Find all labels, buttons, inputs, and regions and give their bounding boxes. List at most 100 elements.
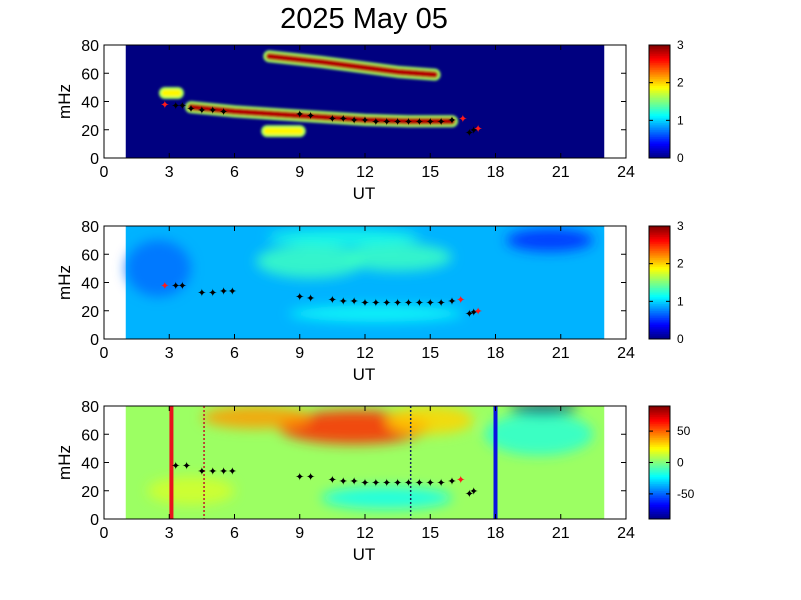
- colorbar-swatch: [649, 99, 670, 102]
- x-tick-label: 9: [295, 345, 304, 362]
- colorbar-swatch: [649, 430, 670, 433]
- heatmap-blob: [484, 413, 594, 456]
- colorbar-swatch: [649, 238, 670, 241]
- colorbar-swatch: [649, 250, 670, 253]
- peak-marker: ✦: [447, 114, 456, 127]
- colorbar-swatch: [649, 418, 670, 421]
- colorbar-swatch: [649, 257, 670, 260]
- colorbar-swatch: [649, 80, 670, 83]
- colorbar-swatch: [649, 71, 670, 74]
- colorbar-swatch: [649, 488, 670, 492]
- colorbar-swatch: [649, 225, 670, 229]
- colorbar-swatch: [649, 456, 670, 460]
- colorbar-swatch: [649, 90, 670, 93]
- colorbar-swatch: [649, 145, 670, 148]
- colorbar-swatch: [649, 72, 670, 76]
- colorbar-swatch: [649, 462, 670, 465]
- colorbar-swatch: [649, 485, 670, 488]
- peak-marker: ✦: [339, 295, 348, 308]
- colorbar-swatch: [649, 508, 670, 511]
- colorbar-tick-label: -50: [677, 487, 695, 501]
- peak-marker: ✦: [426, 296, 435, 309]
- peak-marker: ✦: [219, 285, 228, 298]
- colorbar-swatch: [649, 110, 670, 113]
- colorbar-swatch: [649, 118, 670, 122]
- y-tick-label: 20: [81, 484, 99, 501]
- peak-marker: ✦: [447, 475, 456, 488]
- colorbar-swatch: [649, 301, 670, 304]
- panel-top: ✦✦ ✦ ✦ ✦ ✦ ✦ ✦ ✦ ✦ ✦ ✦ ✦ ✦ ✦ ✦ ✦ ✦ ✦ ✦✦✦✦✦✦0 3 6 9 12 15 18 21 240…: [55, 38, 684, 203]
- colorbar: 0 1 2 3: [648, 219, 684, 346]
- plot-area: ✦✦✦✦✦✦✦✦✦✦✦✦✦✦✦✦✦✦✦✦✦✦✦✦✦: [104, 45, 626, 158]
- colorbar-swatch: [649, 97, 670, 101]
- y-axis-label: mHz: [55, 265, 74, 300]
- colorbar-swatch: [649, 324, 670, 327]
- x-tick-label: 21: [552, 164, 570, 181]
- colorbar-swatch: [649, 285, 670, 289]
- peak-marker: ✦: [456, 473, 465, 486]
- colorbar-swatch: [649, 329, 670, 333]
- colorbar-swatch: [649, 453, 670, 456]
- colorbar-swatch: [649, 474, 670, 477]
- y-tick-label: 20: [81, 304, 99, 321]
- panel-bottom: ✦ ✦ ✦ ✦ ✦ ✦ ✦ ✦ ✦ ✦ ✦ ✦ ✦ ✦ ✦ ✦ ✦ ✦ ✦ ✦✦✦✦0 3 6 9 12 15 18 21 24020…: [55, 399, 695, 564]
- peak-marker: ✦: [339, 475, 348, 488]
- peak-marker: ✦: [171, 100, 180, 113]
- peak-marker: ✦: [228, 285, 237, 298]
- colorbar-swatch: [649, 331, 670, 335]
- colorbar-swatch: [649, 504, 670, 507]
- x-tick-label: 3: [165, 345, 174, 362]
- colorbar-swatch: [649, 492, 670, 495]
- x-tick-label: 6: [230, 525, 239, 542]
- colorbar-swatch: [649, 299, 670, 303]
- colorbar-swatch: [649, 472, 670, 476]
- colorbar-swatch: [649, 155, 670, 159]
- colorbar-swatch: [649, 83, 670, 86]
- colorbar-tick-label: 3: [677, 38, 684, 52]
- colorbar-frame: [648, 44, 671, 159]
- colorbar-swatch: [649, 495, 670, 499]
- colorbar-swatch: [649, 278, 670, 282]
- colorbar-swatch: [649, 58, 670, 62]
- peak-marker: ✦: [469, 124, 478, 137]
- colorbar-swatch: [649, 294, 670, 297]
- colorbar-swatch: [649, 232, 670, 236]
- colorbar-swatch: [649, 122, 670, 125]
- colorbar-swatch: [649, 87, 670, 90]
- colorbar-swatch: [649, 439, 670, 442]
- colorbar-swatch: [649, 469, 670, 472]
- colorbar-swatch: [649, 414, 670, 417]
- colorbar-swatch: [649, 124, 670, 127]
- colorbar-swatch: [649, 322, 670, 326]
- colorbar-swatch: [649, 136, 670, 139]
- colorbar-swatch: [649, 425, 670, 428]
- colorbar-swatch: [649, 441, 670, 444]
- x-tick-label: 3: [165, 525, 174, 542]
- y-tick-label: 60: [81, 247, 99, 264]
- y-tick-label: 40: [81, 456, 99, 473]
- x-tick-label: 24: [617, 345, 635, 362]
- colorbar-swatch: [649, 463, 670, 467]
- colorbar-swatch: [649, 444, 670, 447]
- colorbar-swatch: [649, 423, 670, 426]
- peak-marker: ✦: [393, 115, 402, 128]
- peak-marker: ✦: [404, 115, 413, 128]
- colorbar-swatch: [649, 150, 670, 154]
- colorbar-swatch: [649, 296, 670, 299]
- feature-band: [265, 52, 439, 79]
- colorbar-swatch: [649, 141, 670, 145]
- heatmap-blob: [508, 406, 579, 415]
- plot-area: ✦ ✦ ✦ ✦ ✦ ✦ ✦ ✦ ✦ ✦ ✦ ✦ ✦ ✦ ✦ ✦ ✦ ✦ ✦ ✦✦✦✦: [104, 406, 626, 519]
- colorbar-swatch: [649, 435, 670, 439]
- heatmap-blob: [267, 228, 420, 246]
- colorbar-swatch: [649, 78, 670, 81]
- peak-marker: ✦: [350, 475, 359, 488]
- colorbar-swatch: [649, 333, 670, 336]
- peak-marker: ✦: [371, 476, 380, 489]
- peak-marker: ✦: [197, 286, 206, 299]
- colorbar-tick-label: 1: [677, 294, 684, 308]
- colorbar-swatch: [649, 101, 670, 104]
- colorbar-swatch: [649, 273, 670, 276]
- peak-marker: ✦: [415, 115, 424, 128]
